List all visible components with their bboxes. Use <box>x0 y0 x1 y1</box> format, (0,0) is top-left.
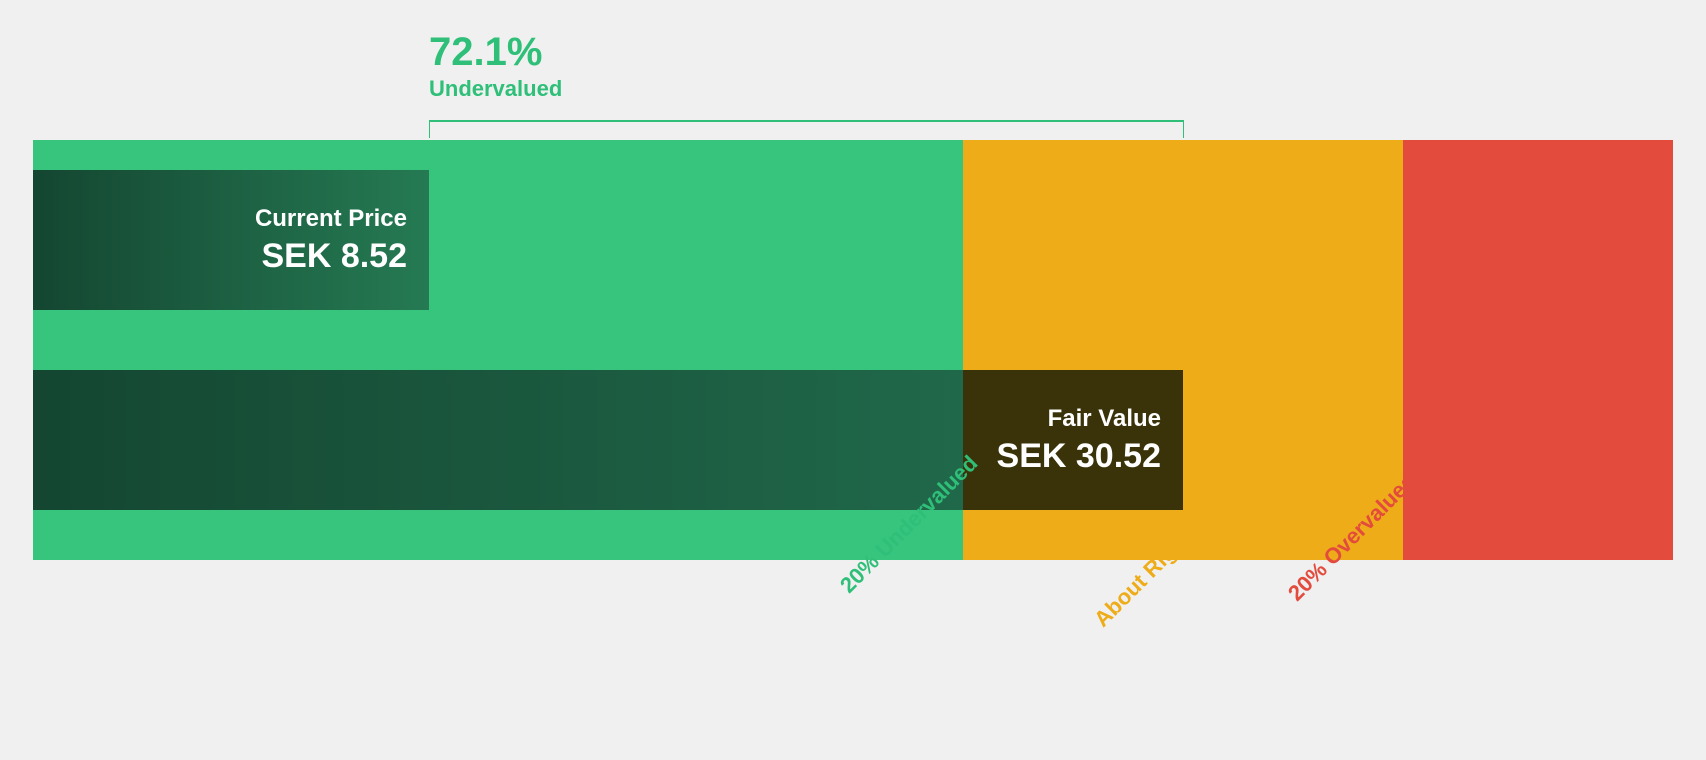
undervalued-bracket-tick-right <box>1183 120 1184 138</box>
valuation-header: 72.1% Undervalued <box>429 32 562 102</box>
fair-value-bar: Fair Value SEK 30.52 <box>33 370 1183 510</box>
valuation-chart: 72.1% Undervalued Current Price SEK 8.52… <box>0 0 1706 760</box>
fair-value-value: SEK 30.52 <box>997 437 1161 476</box>
undervalued-percent: 72.1% <box>429 32 562 72</box>
current-price-text: Current Price SEK 8.52 <box>255 205 407 276</box>
undervalued-bracket-line <box>429 120 1183 122</box>
undervalued-label: Undervalued <box>429 76 562 102</box>
current-price-bar: Current Price SEK 8.52 <box>33 170 429 310</box>
chart-area: Current Price SEK 8.52 Fair Value SEK 30… <box>33 140 1673 560</box>
current-price-value: SEK 8.52 <box>255 237 407 276</box>
undervalued-bracket-tick-left <box>429 120 430 138</box>
fair-value-text: Fair Value SEK 30.52 <box>997 405 1161 476</box>
zone-overvalued <box>1403 140 1673 560</box>
fair-value-label: Fair Value <box>997 405 1161 433</box>
current-price-label: Current Price <box>255 205 407 233</box>
